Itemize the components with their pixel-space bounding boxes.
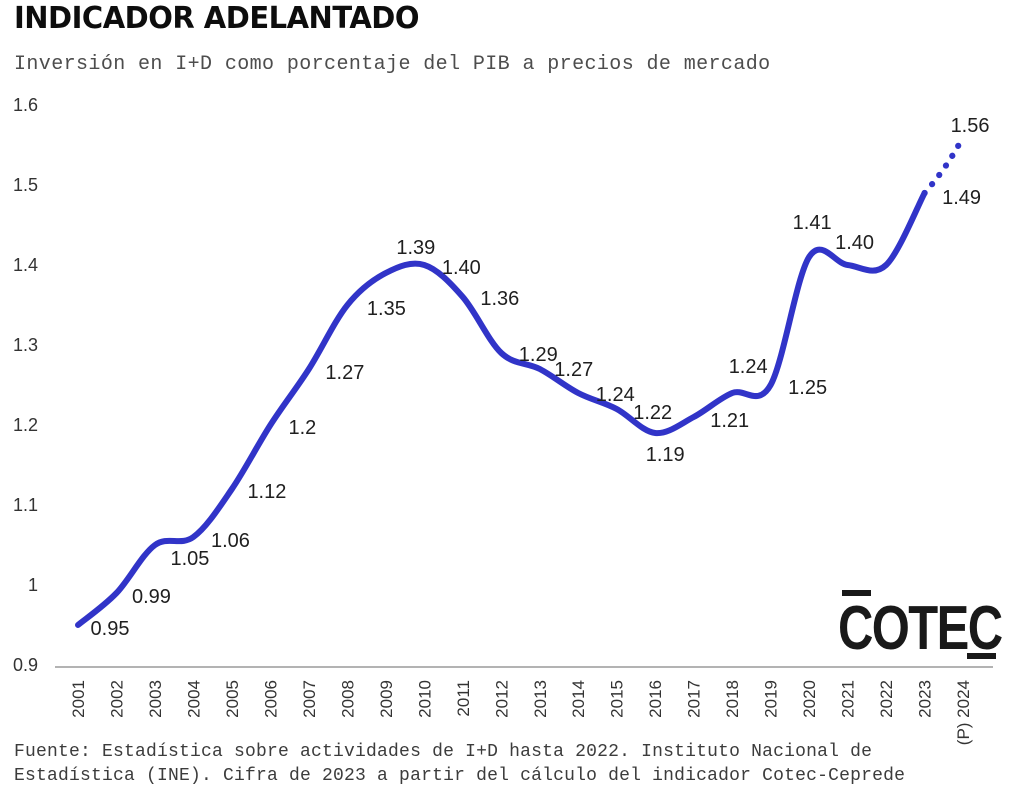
x-tick-label: 2002 xyxy=(107,680,126,718)
data-point-label: 1.56 xyxy=(951,115,990,137)
source-line-2: Estadística (INE). Cifra de 2023 a parti… xyxy=(14,766,906,786)
data-point-label: 1.39 xyxy=(396,237,435,259)
data-point-label: 0.95 xyxy=(91,618,130,640)
page-title: INDICADOR ADELANTADO xyxy=(14,0,420,36)
x-tick-label: 2009 xyxy=(377,680,396,718)
x-tick-label: 2018 xyxy=(723,680,742,718)
data-point-label: 1.22 xyxy=(633,402,672,424)
data-point-label: 1.49 xyxy=(942,187,981,209)
data-point-label: 1.12 xyxy=(247,481,286,503)
y-tick-label: 1.1 xyxy=(13,495,38,515)
chart-subtitle: Inversión en I+D como porcentaje del PIB… xyxy=(14,53,771,76)
x-tick-label: 2019 xyxy=(762,680,781,718)
data-point-label: 1.29 xyxy=(519,344,558,366)
y-tick-label: 1.6 xyxy=(13,95,38,115)
x-tick-label: (P) 2024 xyxy=(954,680,973,745)
data-point-label: 1.06 xyxy=(211,530,250,552)
data-point-label: 0.99 xyxy=(132,586,171,608)
data-point-label: 1.27 xyxy=(325,362,364,384)
x-tick-label: 2015 xyxy=(608,680,627,718)
projection-line xyxy=(921,133,967,197)
x-tick-label: 2003 xyxy=(146,680,165,718)
data-point-label: 1.35 xyxy=(367,298,406,320)
source-note: Fuente: Estadística sobre actividades de… xyxy=(14,740,905,788)
y-tick-label: 1.3 xyxy=(13,335,38,355)
x-tick-label: 2017 xyxy=(685,680,704,718)
x-tick-label: 2005 xyxy=(223,680,242,718)
source-line-1: Fuente: Estadística sobre actividades de… xyxy=(14,742,873,762)
x-tick-label: 2020 xyxy=(800,680,819,718)
x-tick-label: 2023 xyxy=(916,680,935,718)
data-point-label: 1.27 xyxy=(554,359,593,381)
x-tick-label: 2013 xyxy=(531,680,550,718)
x-tick-label: 2001 xyxy=(69,680,88,718)
x-tick-label: 2016 xyxy=(646,680,665,718)
x-tick-label: 2011 xyxy=(454,680,473,717)
x-tick-label: 2007 xyxy=(300,680,319,718)
data-point-label: 1.05 xyxy=(170,548,209,570)
x-tick-label: 2006 xyxy=(261,680,280,718)
data-point-label: 1.41 xyxy=(793,212,832,234)
trend-line xyxy=(75,190,928,628)
x-tick-label: 2012 xyxy=(492,680,511,718)
x-tick-label: 2022 xyxy=(877,680,896,718)
x-tick-label: 2014 xyxy=(569,680,588,718)
data-point-label: 1.21 xyxy=(710,410,749,432)
x-tick-label: 2004 xyxy=(184,680,203,718)
y-tick-label: 1.2 xyxy=(13,415,38,435)
data-point-label: 1.24 xyxy=(596,384,635,406)
data-point-label: 1.36 xyxy=(480,288,519,310)
x-tick-label: 2021 xyxy=(839,680,858,718)
y-tick-label: 1.5 xyxy=(13,175,38,195)
data-point-label: 1.25 xyxy=(788,377,827,399)
data-point-label: 1.2 xyxy=(288,417,316,439)
y-tick-label: 0.9 xyxy=(13,655,38,675)
data-point-label: 1.40 xyxy=(835,232,874,254)
x-tick-label: 2010 xyxy=(415,680,434,718)
data-point-label: 1.19 xyxy=(646,444,685,466)
x-tick-label: 2008 xyxy=(338,680,357,718)
data-point-label: 1.40 xyxy=(442,257,481,279)
data-point-label: 1.24 xyxy=(729,356,768,378)
y-tick-label: 1.4 xyxy=(13,255,38,275)
y-tick-label: 1 xyxy=(28,575,38,595)
